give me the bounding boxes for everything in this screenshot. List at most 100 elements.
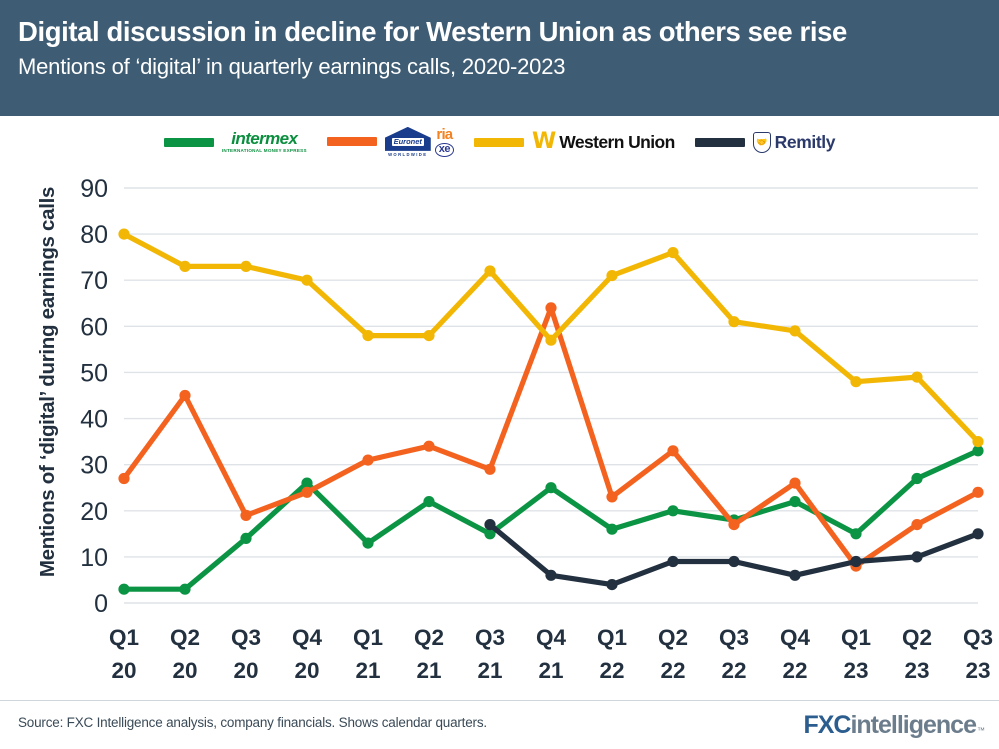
y-axis-tick-label: 0 (94, 590, 108, 618)
chart-container: Mentions of ‘digital’ during earnings ca… (0, 162, 999, 700)
series-data-point (911, 472, 923, 485)
ria-logo-label: ria (436, 125, 453, 143)
euronet-logo-tagline: WORLDWIDE (388, 151, 428, 157)
series-data-point (850, 376, 862, 388)
series-data-point (301, 486, 313, 498)
x-axis-tick-label-year: 20 (172, 658, 197, 683)
legend-swatch-remitly (694, 137, 745, 147)
series-data-point (728, 519, 740, 531)
series-data-point (911, 551, 923, 563)
series-data-point (301, 477, 313, 489)
series-data-point (423, 440, 435, 452)
y-axis-tick-label: 60 (80, 313, 108, 341)
series-data-point (423, 496, 435, 508)
series-data-point (850, 555, 862, 568)
legend-swatch-intermex (163, 137, 214, 147)
series-data-point (972, 445, 984, 457)
legend-item-euronet-ria-xe[interactable]: Euronet WORLDWIDE ria xe (326, 125, 455, 157)
x-axis-tick-label-quarter: Q4 (536, 625, 567, 650)
series-data-point (179, 260, 191, 272)
x-axis-tick-label-quarter: Q2 (414, 625, 444, 650)
x-axis-tick-label-year: 20 (294, 658, 319, 683)
series-data-point (850, 528, 862, 540)
series-data-point (667, 445, 679, 457)
intermex-logo: intermex INTERNATIONAL MONEY EXPRESS (222, 130, 307, 153)
x-axis-tick-label-quarter: Q3 (963, 625, 993, 650)
fxc-logo-fxc: FXC (803, 711, 851, 739)
x-axis-tick-label-year: 22 (599, 658, 624, 683)
legend-item-intermex[interactable]: intermex INTERNATIONAL MONEY EXPRESS (163, 130, 307, 153)
page-title: Digital discussion in decline for Wester… (18, 16, 847, 47)
series-data-point (545, 334, 557, 346)
x-axis-tick-label-quarter: Q1 (109, 625, 139, 650)
x-axis-tick-label-year: 20 (233, 658, 258, 683)
x-axis-tick-label-year: 23 (965, 658, 990, 683)
source-note: Source: FXC Intelligence analysis, compa… (18, 715, 487, 730)
series-data-point (728, 316, 740, 328)
series-data-point (362, 537, 374, 549)
fxc-logo-intelligence: intelligence (850, 711, 977, 739)
remitly-logo: 🤝 Remitly (752, 131, 835, 153)
x-axis-tick-label-quarter: Q3 (475, 625, 505, 650)
xe-logo-label: xe (434, 142, 455, 157)
series-data-point (606, 523, 618, 535)
intermex-logo-label: intermex (231, 129, 298, 149)
x-axis-tick-label-quarter: Q2 (902, 625, 932, 650)
series-data-point (484, 463, 496, 475)
series-data-point (240, 532, 252, 544)
x-axis-tick-label-year: 22 (782, 658, 807, 683)
series-data-point (545, 569, 557, 581)
x-axis-tick-label-year: 22 (721, 658, 746, 683)
x-axis-tick-label-quarter: Q2 (170, 625, 200, 650)
series-data-point (484, 519, 496, 531)
series-data-point (667, 247, 679, 259)
series-data-point (972, 436, 984, 448)
x-axis-tick-label-year: 21 (477, 658, 502, 683)
series-data-point (606, 270, 618, 282)
x-axis-tick-label-quarter: Q1 (353, 625, 383, 650)
x-axis-tick-label-year: 21 (538, 658, 563, 683)
series-data-point (301, 274, 313, 286)
intermex-logo-tagline: INTERNATIONAL MONEY EXPRESS (221, 147, 307, 153)
series-line (121, 305, 981, 569)
y-axis-tick-label: 90 (80, 175, 108, 203)
series-data-point (667, 505, 679, 517)
x-axis-tick-label-year: 23 (843, 658, 868, 683)
x-axis-tick-label-quarter: Q1 (841, 625, 871, 650)
x-axis-tick-label-year: 21 (416, 658, 441, 683)
y-axis-tick-label: 30 (80, 452, 108, 480)
legend-item-remitly[interactable]: 🤝 Remitly (694, 131, 835, 153)
x-axis-tick-label-year: 23 (904, 658, 929, 683)
series-data-point (789, 496, 801, 508)
y-axis-tick-label: 10 (80, 544, 108, 572)
page-subtitle: Mentions of ‘digital’ in quarterly earni… (18, 54, 566, 79)
western-union-w-icon: W (532, 129, 556, 154)
y-axis-tick-label: 50 (80, 359, 108, 387)
series-data-point (606, 579, 618, 591)
series-data-point (118, 472, 130, 485)
x-axis-tick-label-quarter: Q1 (597, 625, 627, 650)
fxc-logo-tm: ™ (977, 726, 985, 735)
series-data-point (179, 389, 191, 402)
x-axis-tick-label-quarter: Q4 (780, 625, 811, 650)
series-data-point (118, 228, 130, 240)
series-data-point (240, 509, 252, 521)
series-data-point (484, 265, 496, 277)
y-axis-tick-label: 80 (80, 221, 108, 249)
legend-item-western-union[interactable]: W Western Union (474, 131, 675, 153)
x-axis-tick-label-quarter: Q2 (658, 625, 688, 650)
series-data-point (972, 486, 984, 498)
euronet-logo-label: Euronet (391, 137, 424, 147)
remitly-shield-icon: 🤝 (752, 131, 771, 153)
chart-legend: intermex INTERNATIONAL MONEY EXPRESS Eur… (0, 122, 999, 162)
series-data-point (362, 454, 374, 466)
series-data-point (362, 330, 374, 342)
series-data-point (606, 491, 618, 503)
ria-xe-logo: ria xe (434, 125, 455, 157)
series-data-point (911, 371, 923, 383)
series-data-point (179, 583, 191, 595)
legend-swatch-western-union (474, 137, 525, 147)
fxc-intelligence-logo[interactable]: FXC intelligence ™ (803, 713, 985, 738)
series-line (121, 448, 981, 592)
